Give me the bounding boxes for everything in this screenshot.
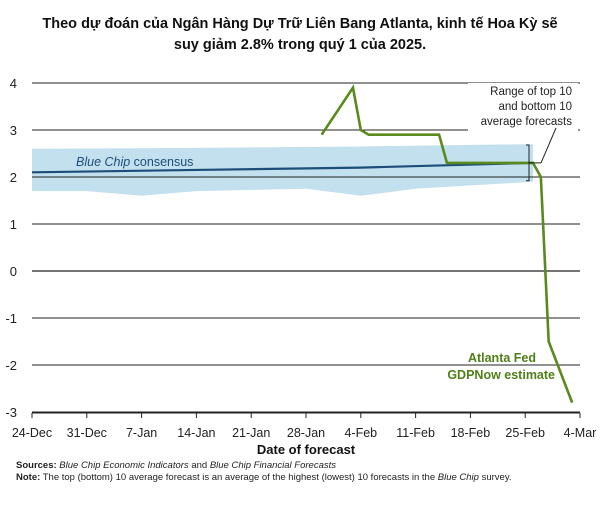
gdpnow-label-line-1: Atlanta Fed — [468, 351, 536, 365]
range-label-background — [468, 83, 578, 131]
y-tick-label: 4 — [10, 76, 17, 91]
y-tick-label: 3 — [10, 123, 17, 138]
note-label: Note: — [16, 472, 41, 483]
note-text-end: survey. — [481, 472, 512, 483]
gdpnow-label-line-2: GDPNow estimate — [447, 368, 555, 382]
forecast-range-band — [32, 144, 534, 196]
y-tick-label: -3 — [5, 405, 17, 420]
x-tick-label: 31-Dec — [67, 426, 107, 440]
y-tick-label: 2 — [10, 170, 17, 185]
x-tick-label: 11-Feb — [396, 426, 435, 440]
chart-title: Theo dự đoán của Ngân Hàng Dự Trữ Liên B… — [0, 14, 600, 56]
sources-publication-1: Blue Chip Economic Indicators — [59, 460, 189, 471]
note-italic: Blue Chip — [437, 472, 479, 483]
sources-label: Sources: — [16, 460, 57, 471]
x-tick-label: 25-Feb — [505, 426, 545, 440]
x-tick-label: 4-Feb — [344, 426, 377, 440]
y-tick-label: -2 — [5, 358, 17, 373]
consensus-line — [31, 161, 534, 174]
range-label-line: and bottom 10 — [498, 101, 572, 113]
range-label-line: average forecasts — [481, 116, 573, 128]
sources-line: Sources: Blue Chip Economic Indicators a… — [16, 460, 586, 472]
x-tick-label: 7-Jan — [126, 426, 157, 440]
x-tick-label: 4-Mar — [564, 426, 597, 440]
x-tick-label: 24-Dec — [12, 426, 52, 440]
range-leader-line — [529, 127, 557, 164]
y-tick-label: 1 — [10, 217, 17, 232]
y-tick-label: -1 — [5, 311, 17, 326]
x-tick-label: 28-Jan — [287, 426, 325, 440]
note-text: The top (bottom) 10 average forecast is … — [42, 472, 436, 483]
y-tick-label: 0 — [10, 264, 17, 279]
note-line: Note: The top (bottom) 10 average foreca… — [16, 472, 586, 484]
x-axis-title: Date of forecast — [257, 442, 356, 457]
consensus-label: Blue Chip consensus — [76, 155, 193, 169]
x-tick-label: 21-Jan — [232, 426, 270, 440]
chart-title-line-2: suy giảm 2.8% trong quý 1 của 2025. — [173, 37, 427, 53]
chart-footer: Sources: Blue Chip Economic Indicators a… — [16, 460, 586, 484]
range-label-line: Range of top 10 — [490, 86, 572, 98]
x-tick-label: 18-Feb — [451, 426, 491, 440]
chart-title-line-1: Theo dự đoán của Ngân Hàng Dự Trữ Liên B… — [42, 16, 558, 32]
sources-and: and — [191, 460, 208, 471]
line-chart: 4 3 2 1 0 -1 -2 -3 24-Dec 31-Dec 7-Jan 14-Jan 21-Jan… — [5, 76, 597, 457]
sources-publication-2: Blue Chip Financial Forecasts — [209, 460, 337, 471]
gdpnow-line — [320, 84, 574, 404]
x-tick-label: 14-Jan — [177, 426, 215, 440]
